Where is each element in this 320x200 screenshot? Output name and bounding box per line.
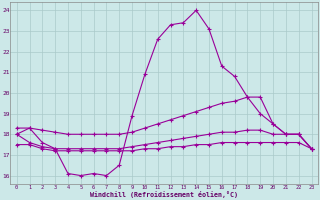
X-axis label: Windchill (Refroidissement éolien,°C): Windchill (Refroidissement éolien,°C)	[90, 191, 238, 198]
